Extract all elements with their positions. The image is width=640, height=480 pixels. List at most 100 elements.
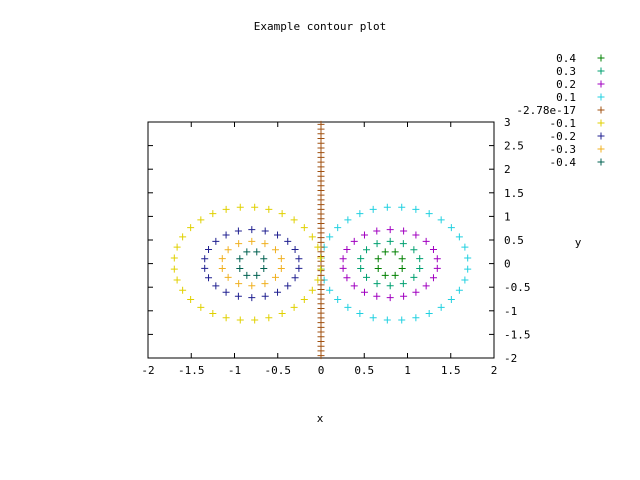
data-point	[209, 310, 217, 318]
data-point	[235, 280, 243, 288]
data-point	[170, 254, 178, 262]
data-point	[248, 237, 256, 245]
data-point	[464, 254, 472, 262]
legend-label: 0.4	[556, 52, 576, 65]
x-tick-label: 0.5	[354, 364, 374, 377]
data-point	[437, 216, 445, 224]
data-point	[187, 224, 195, 232]
data-point	[251, 316, 259, 324]
y-axis-ticks: 3 2.5 2 1.5 1 0.5 0 -0.5 -1 -1.5 -2	[148, 116, 531, 365]
data-point	[350, 237, 358, 245]
data-point	[433, 264, 441, 272]
data-point	[343, 245, 351, 253]
data-point	[222, 288, 230, 296]
legend-label: -2.78e-17	[516, 104, 576, 117]
data-point	[399, 280, 407, 288]
data-point	[261, 280, 269, 288]
data-point	[398, 264, 406, 272]
data-point	[248, 282, 256, 290]
data-point	[398, 316, 406, 324]
data-point	[170, 265, 178, 273]
y-tick-label: 0.5	[504, 234, 524, 247]
data-point	[260, 264, 268, 272]
data-point	[416, 265, 424, 273]
data-point	[416, 255, 424, 263]
data-point	[597, 93, 605, 101]
data-point	[399, 240, 407, 248]
data-point	[243, 248, 251, 256]
data-point	[412, 205, 420, 213]
data-point	[212, 282, 220, 290]
legend-label: 0.1	[556, 91, 576, 104]
data-point	[317, 265, 325, 273]
data-point	[383, 316, 391, 324]
y-tick-label: -2	[504, 352, 517, 365]
legend-marker	[597, 80, 605, 88]
data-point	[357, 255, 365, 263]
y-tick-label: 3	[504, 116, 511, 129]
data-point	[218, 255, 226, 263]
data-point	[461, 276, 469, 284]
data-point	[597, 80, 605, 88]
series-3	[317, 203, 472, 324]
legend-marker	[597, 119, 605, 127]
x-axis-label: x	[317, 412, 324, 425]
x-tick-label: 1.5	[441, 364, 461, 377]
legend-label: -0.4	[550, 156, 577, 169]
data-point	[373, 280, 381, 288]
y-tick-label: 1	[504, 210, 511, 223]
data-point	[314, 243, 322, 251]
data-point	[597, 132, 605, 140]
data-point	[464, 265, 472, 273]
data-point	[339, 264, 347, 272]
data-point	[179, 286, 187, 294]
data-point	[597, 106, 605, 114]
data-point	[386, 294, 394, 302]
series-1	[357, 237, 424, 290]
data-point	[295, 264, 303, 272]
data-point	[235, 240, 243, 248]
data-point	[437, 303, 445, 311]
data-point	[410, 246, 418, 254]
data-point	[295, 255, 303, 263]
x-tick-label: 0	[318, 364, 325, 377]
data-point	[343, 274, 351, 282]
data-point	[374, 264, 382, 272]
data-point	[425, 210, 433, 218]
data-point	[400, 292, 408, 300]
x-tick-label: 2	[491, 364, 498, 377]
y-axis-label: y	[575, 236, 582, 249]
data-point	[308, 286, 316, 294]
data-point	[234, 227, 242, 235]
data-point	[261, 292, 269, 300]
data-point	[412, 314, 420, 322]
x-tick-label: -2	[141, 364, 154, 377]
data-point	[222, 205, 230, 213]
data-point	[243, 271, 251, 279]
data-point	[447, 224, 455, 232]
data-point	[253, 248, 261, 256]
data-point	[278, 310, 286, 318]
data-point	[433, 255, 441, 263]
x-axis-ticks: -2 -1.5 -1 -0.5 0 0.5 1 1.5 2	[141, 122, 497, 377]
data-point	[326, 286, 334, 294]
series-0	[374, 248, 406, 279]
data-point	[197, 303, 205, 311]
data-point	[300, 224, 308, 232]
series-8	[236, 248, 268, 279]
data-point	[265, 205, 273, 213]
data-point	[447, 296, 455, 304]
data-point	[400, 227, 408, 235]
data-point	[422, 237, 430, 245]
data-point	[236, 264, 244, 272]
data-point	[373, 240, 381, 248]
data-point	[218, 265, 226, 273]
legend-marker	[597, 145, 605, 153]
data-point	[344, 303, 352, 311]
data-point	[265, 314, 273, 322]
data-point	[261, 227, 269, 235]
legend-marker	[597, 158, 605, 166]
data-point	[260, 255, 268, 263]
data-point	[300, 296, 308, 304]
